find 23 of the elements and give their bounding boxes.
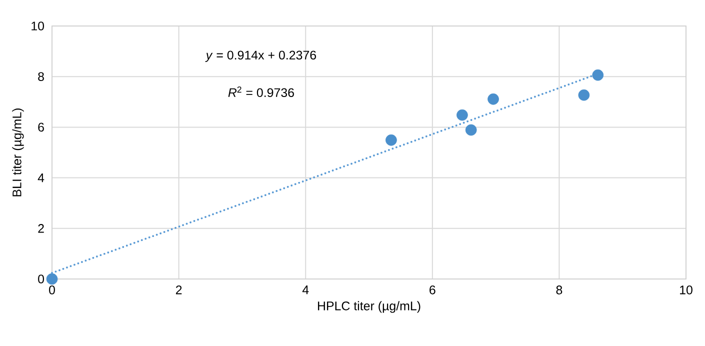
x-tick-label: 6 bbox=[430, 286, 436, 294]
y-tick-label: 4 bbox=[38, 174, 44, 182]
y-tick-label: 8 bbox=[38, 72, 44, 82]
x-tick-label: 8 bbox=[556, 286, 562, 294]
annotation: R$^{2}$ = 0.9736 bbox=[228, 86, 294, 98]
point bbox=[386, 134, 397, 146]
x-tick-label: 2 bbox=[176, 286, 182, 294]
point bbox=[592, 69, 604, 81]
y-tick-label: 10 bbox=[32, 22, 44, 30]
point bbox=[465, 124, 477, 136]
annotation: y = 0.914x + 0.2376 bbox=[205, 50, 316, 62]
point bbox=[46, 273, 58, 285]
point bbox=[488, 93, 499, 105]
x-tick-label: 10 bbox=[680, 286, 692, 294]
x-tick-label: 0 bbox=[49, 286, 55, 294]
x-axis-title: HPLC titer (µg/mL) bbox=[318, 301, 420, 313]
point bbox=[578, 89, 590, 101]
point bbox=[456, 109, 468, 121]
y-tick-label: 0 bbox=[38, 274, 44, 284]
y-axis-title: BLI titer (µg/mL) bbox=[12, 108, 24, 196]
x-tick-label: 4 bbox=[302, 286, 309, 294]
y-tick-label: 2 bbox=[38, 224, 44, 233]
y-tick-label: 6 bbox=[38, 122, 44, 132]
